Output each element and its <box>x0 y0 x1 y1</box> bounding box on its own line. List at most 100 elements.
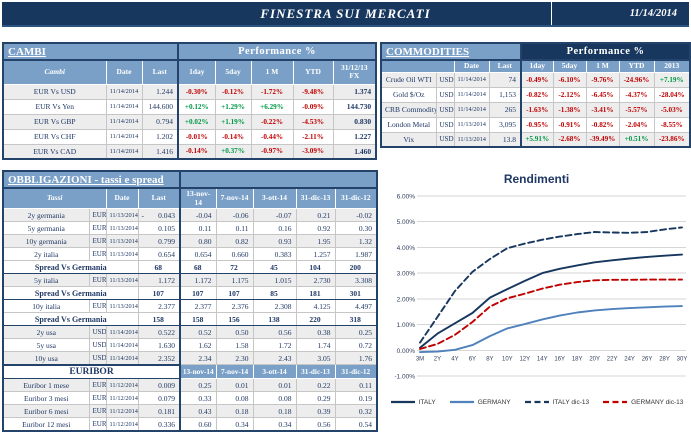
currency-code: USD <box>435 71 455 88</box>
column-header: 5day <box>214 59 252 85</box>
rate-name: 5y germania <box>2 221 90 236</box>
currency-code: USD <box>435 131 455 148</box>
commodity-name: Crude Oil WTI <box>380 71 437 88</box>
currency-pair: EUR Vs CAD <box>2 143 107 160</box>
cell: 0.522 <box>137 325 181 340</box>
spread-value: 107 <box>137 286 181 301</box>
performance-value: +1.19% <box>214 113 252 130</box>
performance-value: -1.72% <box>250 83 294 100</box>
column-header: 1 M <box>585 59 620 73</box>
performance-value: +6.29% <box>250 98 294 115</box>
history-value: 2.377 <box>179 299 217 314</box>
performance-value: -3.09% <box>292 143 334 160</box>
cell: 1,153 <box>488 86 522 103</box>
history-value: 0.19 <box>334 391 378 406</box>
cell: 1.630 <box>137 338 181 353</box>
x-axis-tick-label: 28Y <box>659 356 670 362</box>
section-title-fill <box>179 170 378 189</box>
table-row: EUR Vs Yen 11/14/2014 144.600 +0.12% +1.29% +… <box>2 98 377 115</box>
spread-label: Spread Vs Germania <box>2 286 139 301</box>
cell: 11/12/2014 <box>105 391 139 406</box>
legend-swatch <box>449 400 474 404</box>
y-axis-tick-label: 0.00% <box>397 348 416 355</box>
section-title-text: CAMBI <box>8 45 46 58</box>
x-axis-tick-label: 8Y <box>486 356 493 362</box>
column-header <box>380 59 455 73</box>
performance-value: -24.96% <box>618 71 655 88</box>
currency-pair: EUR Vs Yen <box>2 98 107 115</box>
history-value: 0.52 <box>179 325 217 340</box>
table-row: EUR Vs USD 11/14/2014 1.244 -0.30% -0.12% -1.… <box>2 83 377 100</box>
spread-value: 158 <box>179 312 217 327</box>
legend-item: ITALY <box>390 398 436 406</box>
x-axis-tick-label: 12Y <box>519 356 530 362</box>
column-header: 31-dic-12 <box>334 187 378 210</box>
column-header: Date <box>105 59 143 85</box>
x-axis-tick-label: 30Y <box>677 356 688 362</box>
currency-code: USD <box>435 116 455 133</box>
table-row: 5y italia EUR 11/13/2014 1.172 1.172 1.175 1.0… <box>2 273 378 288</box>
cell: 11/13/2014 <box>105 234 139 249</box>
performance-value: -1.38% <box>552 101 587 118</box>
history-value: 0.93 <box>252 234 297 249</box>
currency-pair: EUR Vs USD <box>2 83 107 100</box>
history-value: 1.76 <box>334 351 378 366</box>
legend-label: GERMANY <box>477 398 511 406</box>
value: 0.043 <box>158 210 176 220</box>
history-value: 0.32 <box>334 404 378 419</box>
performance-value: -0.14% <box>214 128 252 145</box>
history-value: 2.34 <box>179 351 217 366</box>
history-value: -0.06 <box>215 208 254 223</box>
cell: 0.009 <box>137 378 181 393</box>
cell: 3,095 <box>488 116 522 133</box>
table-row: Euribor 6 mesi EUR 11/12/2014 0.181 0.43 0.18… <box>2 404 378 419</box>
history-value: 1.72 <box>252 338 297 353</box>
table-row: EUR Vs GBP 11/14/2014 0.794 +0.02% +1.19% -0.… <box>2 113 377 130</box>
history-value: 0.383 <box>252 247 297 262</box>
rate-name: 2y usa <box>2 325 90 340</box>
history-value: 1.58 <box>215 338 254 353</box>
cell: 11/13/2014 <box>105 273 139 288</box>
performance-value: -0.82% <box>585 116 620 133</box>
table-row: EUR Vs CHF 11/14/2014 1.202 -0.01% -0.14% -0.… <box>2 128 377 145</box>
table-row: CRB Commodity USD 11/14/2014 265 -1.63% -1.38… <box>380 101 691 118</box>
spread-row: Spread Vs Germania 158 158 156 138 220 318 <box>2 312 378 327</box>
column-header: Date <box>453 59 490 73</box>
commodity-name: CRB Commodity <box>380 101 437 118</box>
header-bar: FINESTRA SUI MERCATI 11/14/2014 <box>2 2 689 27</box>
y-axis-tick-label: 3.00% <box>397 271 416 278</box>
x-axis-tick-label: 3M <box>416 356 424 362</box>
performance-value: +1.29% <box>214 98 252 115</box>
column-header: 13-nov-14 <box>179 364 217 380</box>
cell: 11/14/2014 <box>105 351 139 366</box>
history-value: 0.660 <box>215 247 254 262</box>
fx-reference: 1.460 <box>332 143 377 160</box>
cell: 144.600 <box>141 98 179 115</box>
legend-swatch <box>603 400 628 404</box>
performance-value: -0.49% <box>520 71 554 88</box>
cell: 11/13/2014 <box>105 208 139 223</box>
history-value: 0.25 <box>334 325 378 340</box>
performance-value: -0.44% <box>250 128 294 145</box>
history-value: 0.08 <box>215 391 254 406</box>
history-value: 0.16 <box>252 221 297 236</box>
column-header: Last <box>141 59 179 85</box>
column-header: Last <box>488 59 522 73</box>
negative-sign: - <box>141 210 145 220</box>
page-title: FINESTRA SUI MERCATI <box>260 6 431 21</box>
currency-pair: EUR Vs CHF <box>2 128 107 145</box>
cell: 0.079 <box>137 391 181 406</box>
history-value: -0.07 <box>252 208 297 223</box>
fx-reference: 1.227 <box>332 128 377 145</box>
currency-code: EUR <box>88 221 107 236</box>
currency-code: EUR <box>88 247 107 262</box>
x-axis-tick-label: 2Y <box>434 356 441 362</box>
performance-value: -0.95% <box>520 116 554 133</box>
history-value: 0.11 <box>179 221 217 236</box>
history-value: -0.02 <box>334 208 378 223</box>
column-header: 31/12/13 FX <box>332 59 377 85</box>
performance-value: -0.91% <box>552 116 587 133</box>
legend-item: ITALY dic-13 <box>524 398 589 406</box>
table-row: 5y germania EUR 11/13/2014 0.105 0.11 0.11 0.1… <box>2 221 378 236</box>
table-row: Euribor 1 mese EUR 11/12/2014 0.009 0.25 0.01… <box>2 378 378 393</box>
